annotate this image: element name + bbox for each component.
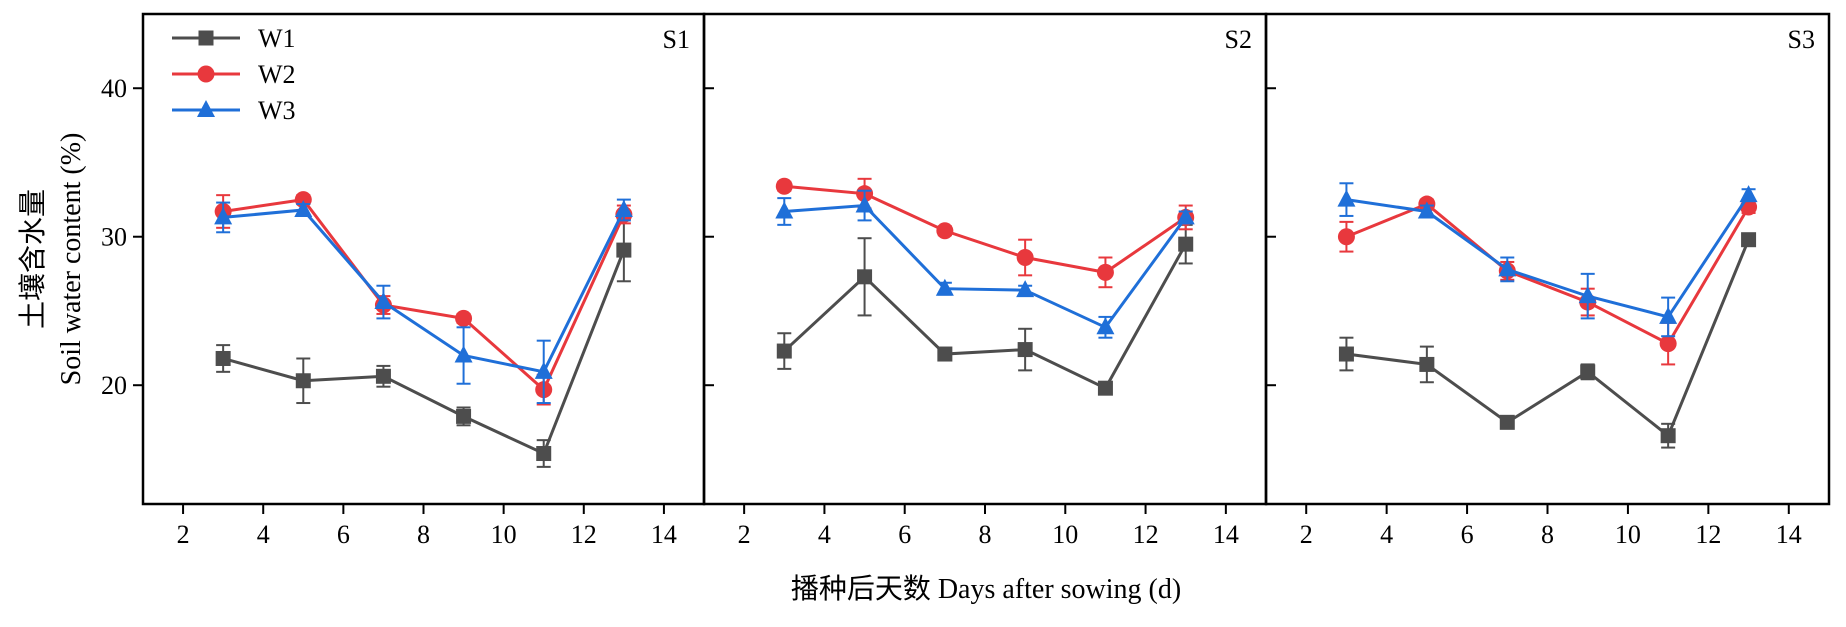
panel-s1-w3-point — [214, 207, 233, 225]
panel-s1-w1-line — [222, 249, 626, 456]
panel-s3-w2-point — [1659, 335, 1677, 353]
panel-s3-frame — [1264, 12, 1831, 506]
panel-s2-w1-point — [937, 346, 953, 362]
panel-s2-w2-point — [1016, 249, 1034, 267]
panel-s1-x-tick-label: 4 — [257, 520, 270, 549]
panel-s2-w1-point — [1097, 380, 1113, 396]
panel-s3-x-tick-label: 12 — [1695, 520, 1721, 549]
legend-label-w3: W3 — [258, 96, 296, 125]
panel-s2-w3-point — [1096, 317, 1115, 335]
panel-s1-x-tick-label: 2 — [177, 520, 190, 549]
panel-s1-w2-line — [222, 197, 626, 393]
panel-s1-x-tick-label: 10 — [491, 520, 517, 549]
y-tick-label: 20 — [101, 371, 127, 400]
x-axis-title: 播种后天数 Days after sowing (d) — [791, 573, 1181, 605]
panel-s2-x-tick-label: 12 — [1133, 520, 1159, 549]
panel-s2-w3-point — [935, 278, 954, 296]
legend-marker-w1 — [198, 30, 214, 46]
panel-s3-x-tick-label: 14 — [1776, 520, 1802, 549]
panel-s3-w1-line — [1346, 239, 1750, 439]
panel-s2-w1-point — [776, 343, 792, 359]
y-tick-label: 30 — [101, 223, 127, 252]
legend-marker-w3 — [197, 100, 215, 117]
panel-s3-w3-point — [1337, 189, 1356, 207]
panel-s1-w3-line — [223, 208, 626, 374]
panel-s1-x-tick-label: 12 — [571, 520, 597, 549]
panel-s2-w1-point — [1017, 342, 1033, 358]
panel-s1-x-tick-label: 8 — [417, 520, 430, 549]
panel-s1-w3-point — [294, 200, 313, 217]
panel-s3-w1-point — [1741, 232, 1757, 248]
panel-s3-w1-point — [1338, 346, 1354, 362]
panel-s2-w1-line — [783, 243, 1188, 391]
panel-s2-w2-point — [1096, 263, 1114, 281]
panel-s3-w3-point — [1659, 306, 1678, 324]
panel-s2-w1-point — [857, 269, 873, 285]
panel-s2-w1-point — [1178, 236, 1194, 252]
panel-s3-w1-point — [1499, 414, 1515, 430]
y-axis-title: Soil water content (%) — [56, 133, 87, 386]
panel-s3-w2-line — [1345, 202, 1750, 346]
panel-s2-x-tick-label: 6 — [898, 520, 911, 549]
panel-s2-w2-point — [936, 222, 954, 240]
panel-s1-x-tick-label: 14 — [651, 520, 677, 549]
panel-s3-x-tick-label: 4 — [1380, 520, 1393, 549]
panel-s2-x-tick-label: 2 — [738, 520, 751, 549]
panel-s3-w3-point — [1498, 259, 1517, 277]
panel-s1-w1-point — [456, 408, 472, 424]
panel-s2-w3-point — [855, 195, 874, 213]
panel-s3-w3-point — [1417, 201, 1436, 219]
panel-s1-w3-point — [374, 292, 393, 310]
panel-s1-w3-point — [614, 200, 633, 217]
panel-s3-x-tick-label: 6 — [1461, 520, 1474, 549]
panel-s3-w2-point — [1337, 228, 1355, 246]
panel-s2-w3-point — [1176, 207, 1195, 225]
legend-marker-w2 — [197, 65, 215, 83]
panel-s1-w1-point — [536, 446, 552, 462]
panel-s3-w3-point — [1578, 286, 1597, 304]
panel-s2-x-tick-label: 8 — [979, 520, 992, 549]
panel-s1-w2-point — [455, 309, 473, 327]
panel-s2-w2-line — [784, 184, 1187, 274]
panel-s2-label: S2 — [1225, 25, 1252, 54]
panel-s2-w2-point — [775, 177, 793, 195]
panel-s3-w1-point — [1660, 428, 1676, 444]
panel-s2-x-tick-label: 4 — [818, 520, 831, 549]
y-tick-label: 40 — [101, 74, 127, 103]
panel-s2-x-tick-label: 14 — [1213, 520, 1239, 549]
panel-s3-x-tick-label: 2 — [1300, 520, 1313, 549]
panel-s1-x-tick-label: 6 — [337, 520, 350, 549]
panel-s3-label: S3 — [1788, 25, 1815, 54]
panel-s2-frame — [702, 12, 1268, 506]
panel-s1-w1-point — [375, 368, 391, 384]
panel-s3-x-tick-label: 10 — [1615, 520, 1641, 549]
panel-s2-w3-point — [775, 201, 794, 219]
panel-s1-w1-point — [295, 373, 311, 389]
panel-s3-w1-point — [1580, 364, 1596, 380]
panel-s2-x-tick-label: 10 — [1052, 520, 1078, 549]
panel-s1-w3-point — [534, 361, 553, 379]
legend-label-w1: W1 — [258, 24, 296, 53]
panel-s2-w3-point — [1016, 280, 1035, 298]
panel-s1-w1-point — [215, 350, 231, 366]
panel-s3-w1-point — [1419, 356, 1435, 372]
legend-label-w2: W2 — [258, 60, 296, 89]
panel-s3-w3-line — [1346, 194, 1750, 319]
panel-s2-w3-line — [784, 203, 1187, 330]
panel-s1-w1-point — [616, 242, 632, 258]
panel-s1-w3-point — [454, 345, 473, 363]
y-axis-title-cn: 土壤含水量 — [17, 189, 49, 329]
panel-s3-x-tick-label: 8 — [1541, 520, 1554, 549]
panel-s3-w3-point — [1739, 185, 1758, 203]
panel-s1-label: S1 — [663, 25, 690, 54]
